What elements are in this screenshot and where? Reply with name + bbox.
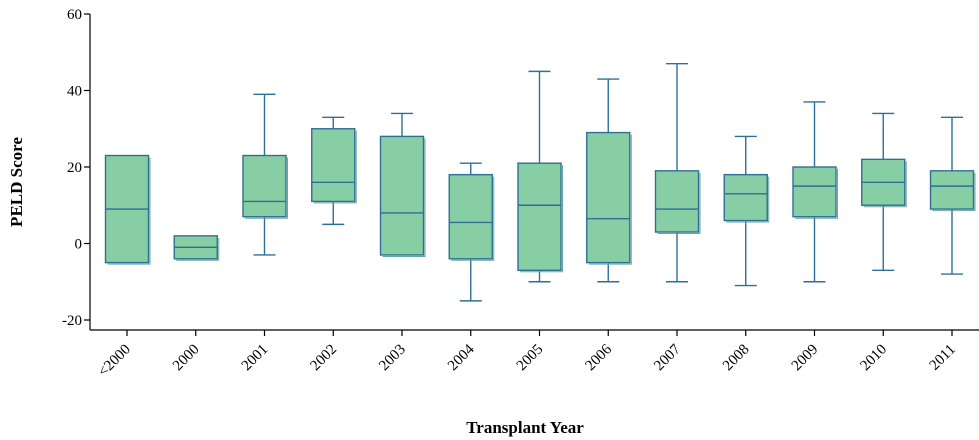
box-2004 — [448, 162, 495, 302]
x-tick-label: 2005 — [514, 342, 547, 375]
box-<2000 — [104, 154, 151, 265]
box-2007 — [654, 63, 701, 283]
box-2000 — [173, 235, 220, 261]
box-iqr — [792, 166, 837, 218]
boxes — [104, 63, 976, 302]
x-tick-label: 2011 — [927, 342, 959, 374]
box-2001 — [242, 93, 288, 256]
box-iqr — [723, 173, 768, 222]
x-tick-label: 2008 — [720, 342, 753, 375]
box-2003 — [379, 112, 426, 257]
x-axis-title: Transplant Year — [466, 418, 584, 437]
x-tick-label: 2002 — [308, 342, 341, 375]
x-tick-label: 2009 — [789, 342, 822, 375]
box-shadow — [313, 130, 357, 204]
box-2006 — [586, 78, 632, 283]
x-tick-label: <2000 — [95, 342, 134, 381]
x-axis: <2000 2000 2001 2002 2003 2004 2005 2006 2007 200… — [90, 329, 979, 381]
box-shadow — [795, 169, 838, 219]
box-shadow — [932, 172, 976, 212]
box-shadow — [520, 165, 563, 273]
y-tick-label: 0 — [75, 237, 83, 253]
box-iqr — [586, 131, 631, 264]
box-shadow — [107, 157, 151, 265]
box-shadow — [657, 172, 701, 235]
x-tick-label: 2000 — [170, 342, 203, 375]
x-tick-label: 2001 — [239, 342, 272, 375]
x-tick-label: 2006 — [583, 341, 616, 374]
box-iqr — [929, 170, 975, 210]
box-iqr — [517, 162, 562, 271]
box-shadow — [588, 134, 632, 265]
box-2011 — [929, 116, 976, 275]
x-tick-label: 2004 — [445, 341, 478, 374]
y-tick-label: -20 — [62, 313, 82, 329]
box-2005 — [517, 70, 563, 283]
box-2009 — [792, 101, 838, 283]
x-tick-label: 2010 — [858, 342, 891, 375]
box-2008 — [723, 135, 770, 287]
y-tick-label: 20 — [67, 160, 82, 176]
box-iqr — [379, 135, 425, 256]
y-axis-title: PELD Score — [7, 137, 26, 227]
box-shadow — [176, 237, 220, 261]
box-2002 — [311, 116, 357, 226]
y-tick-label: 60 — [67, 7, 82, 23]
box-iqr — [654, 170, 700, 233]
box-shadow — [863, 161, 907, 208]
x-tick-label: 2003 — [376, 342, 409, 375]
box-shadow — [245, 157, 288, 219]
y-axis: -20 0 20 40 60 — [62, 7, 91, 330]
x-tick-label: 2007 — [651, 341, 684, 374]
box-shadow — [382, 138, 426, 257]
box-2010 — [861, 112, 907, 271]
box-shadow — [726, 176, 770, 223]
box-shadow — [451, 176, 495, 261]
box-iqr — [242, 154, 287, 218]
y-tick-label: 40 — [67, 84, 82, 100]
box-iqr — [448, 173, 493, 260]
box-iqr — [311, 128, 356, 203]
